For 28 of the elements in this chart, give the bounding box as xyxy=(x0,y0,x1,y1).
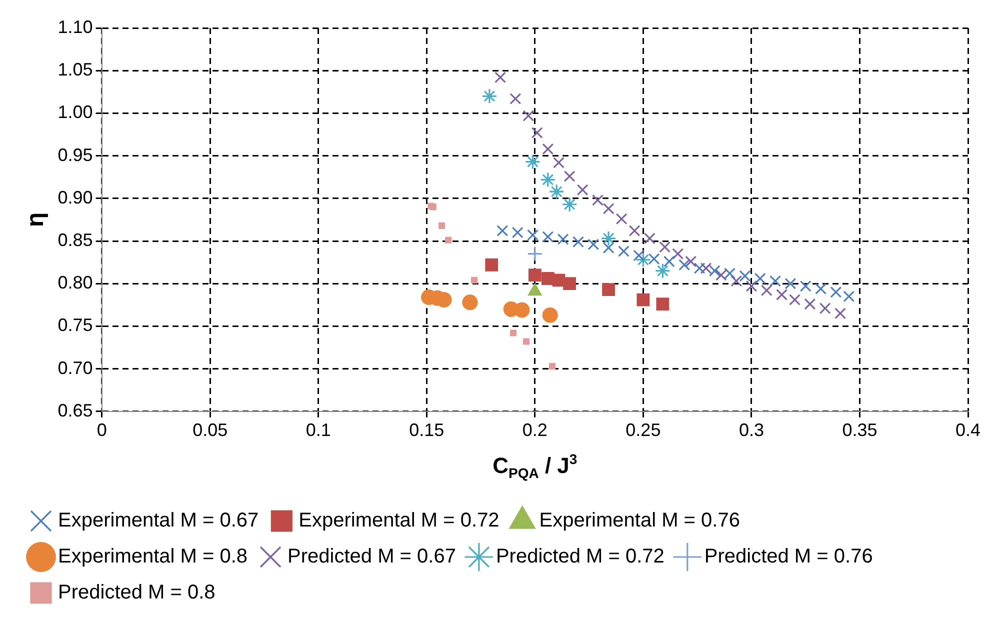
legend-label: Predicted M = 0.72 xyxy=(496,546,664,568)
x-tick-label: 0.2 xyxy=(522,420,548,440)
x-tick-label: 0.15 xyxy=(409,420,444,440)
y-tick-label: 0.75 xyxy=(58,315,93,336)
y-tick-label: 1.05 xyxy=(58,60,93,80)
y-tick-label: 0.85 xyxy=(58,230,93,250)
x-tick-label: 0.3 xyxy=(738,420,764,440)
y-axis-title: η xyxy=(22,212,50,228)
x-tick-label: 0.25 xyxy=(626,420,661,440)
legend-label: Experimental M = 0.8 xyxy=(58,546,248,568)
x-tick-label: 0.4 xyxy=(955,420,981,440)
x-tick-label: 0 xyxy=(96,420,107,440)
y-tick-label: 0.80 xyxy=(58,272,93,293)
x-tick-label: 0.05 xyxy=(192,420,228,440)
x-tick-label: 0.35 xyxy=(842,420,878,440)
x-tick-label: 0.1 xyxy=(306,420,331,440)
legend-label: Predicted M = 0.76 xyxy=(704,546,873,568)
legend-label: Predicted M = 0.8 xyxy=(58,582,216,604)
y-tick-label: 0.65 xyxy=(58,400,93,420)
y-tick-label: 1.10 xyxy=(58,16,93,37)
y-tick-label: 1.00 xyxy=(58,102,93,122)
y-tick-label: 0.95 xyxy=(58,144,93,165)
legend-label: Experimental M = 0.67 xyxy=(58,510,259,532)
y-tick-label: 0.90 xyxy=(58,187,93,208)
y-tick-label: 0.70 xyxy=(58,358,93,378)
legend-label: Predicted M = 0.67 xyxy=(288,546,456,568)
legend-label: Experimental M = 0.76 xyxy=(539,510,740,532)
legend-label: Experimental M = 0.72 xyxy=(298,510,500,532)
